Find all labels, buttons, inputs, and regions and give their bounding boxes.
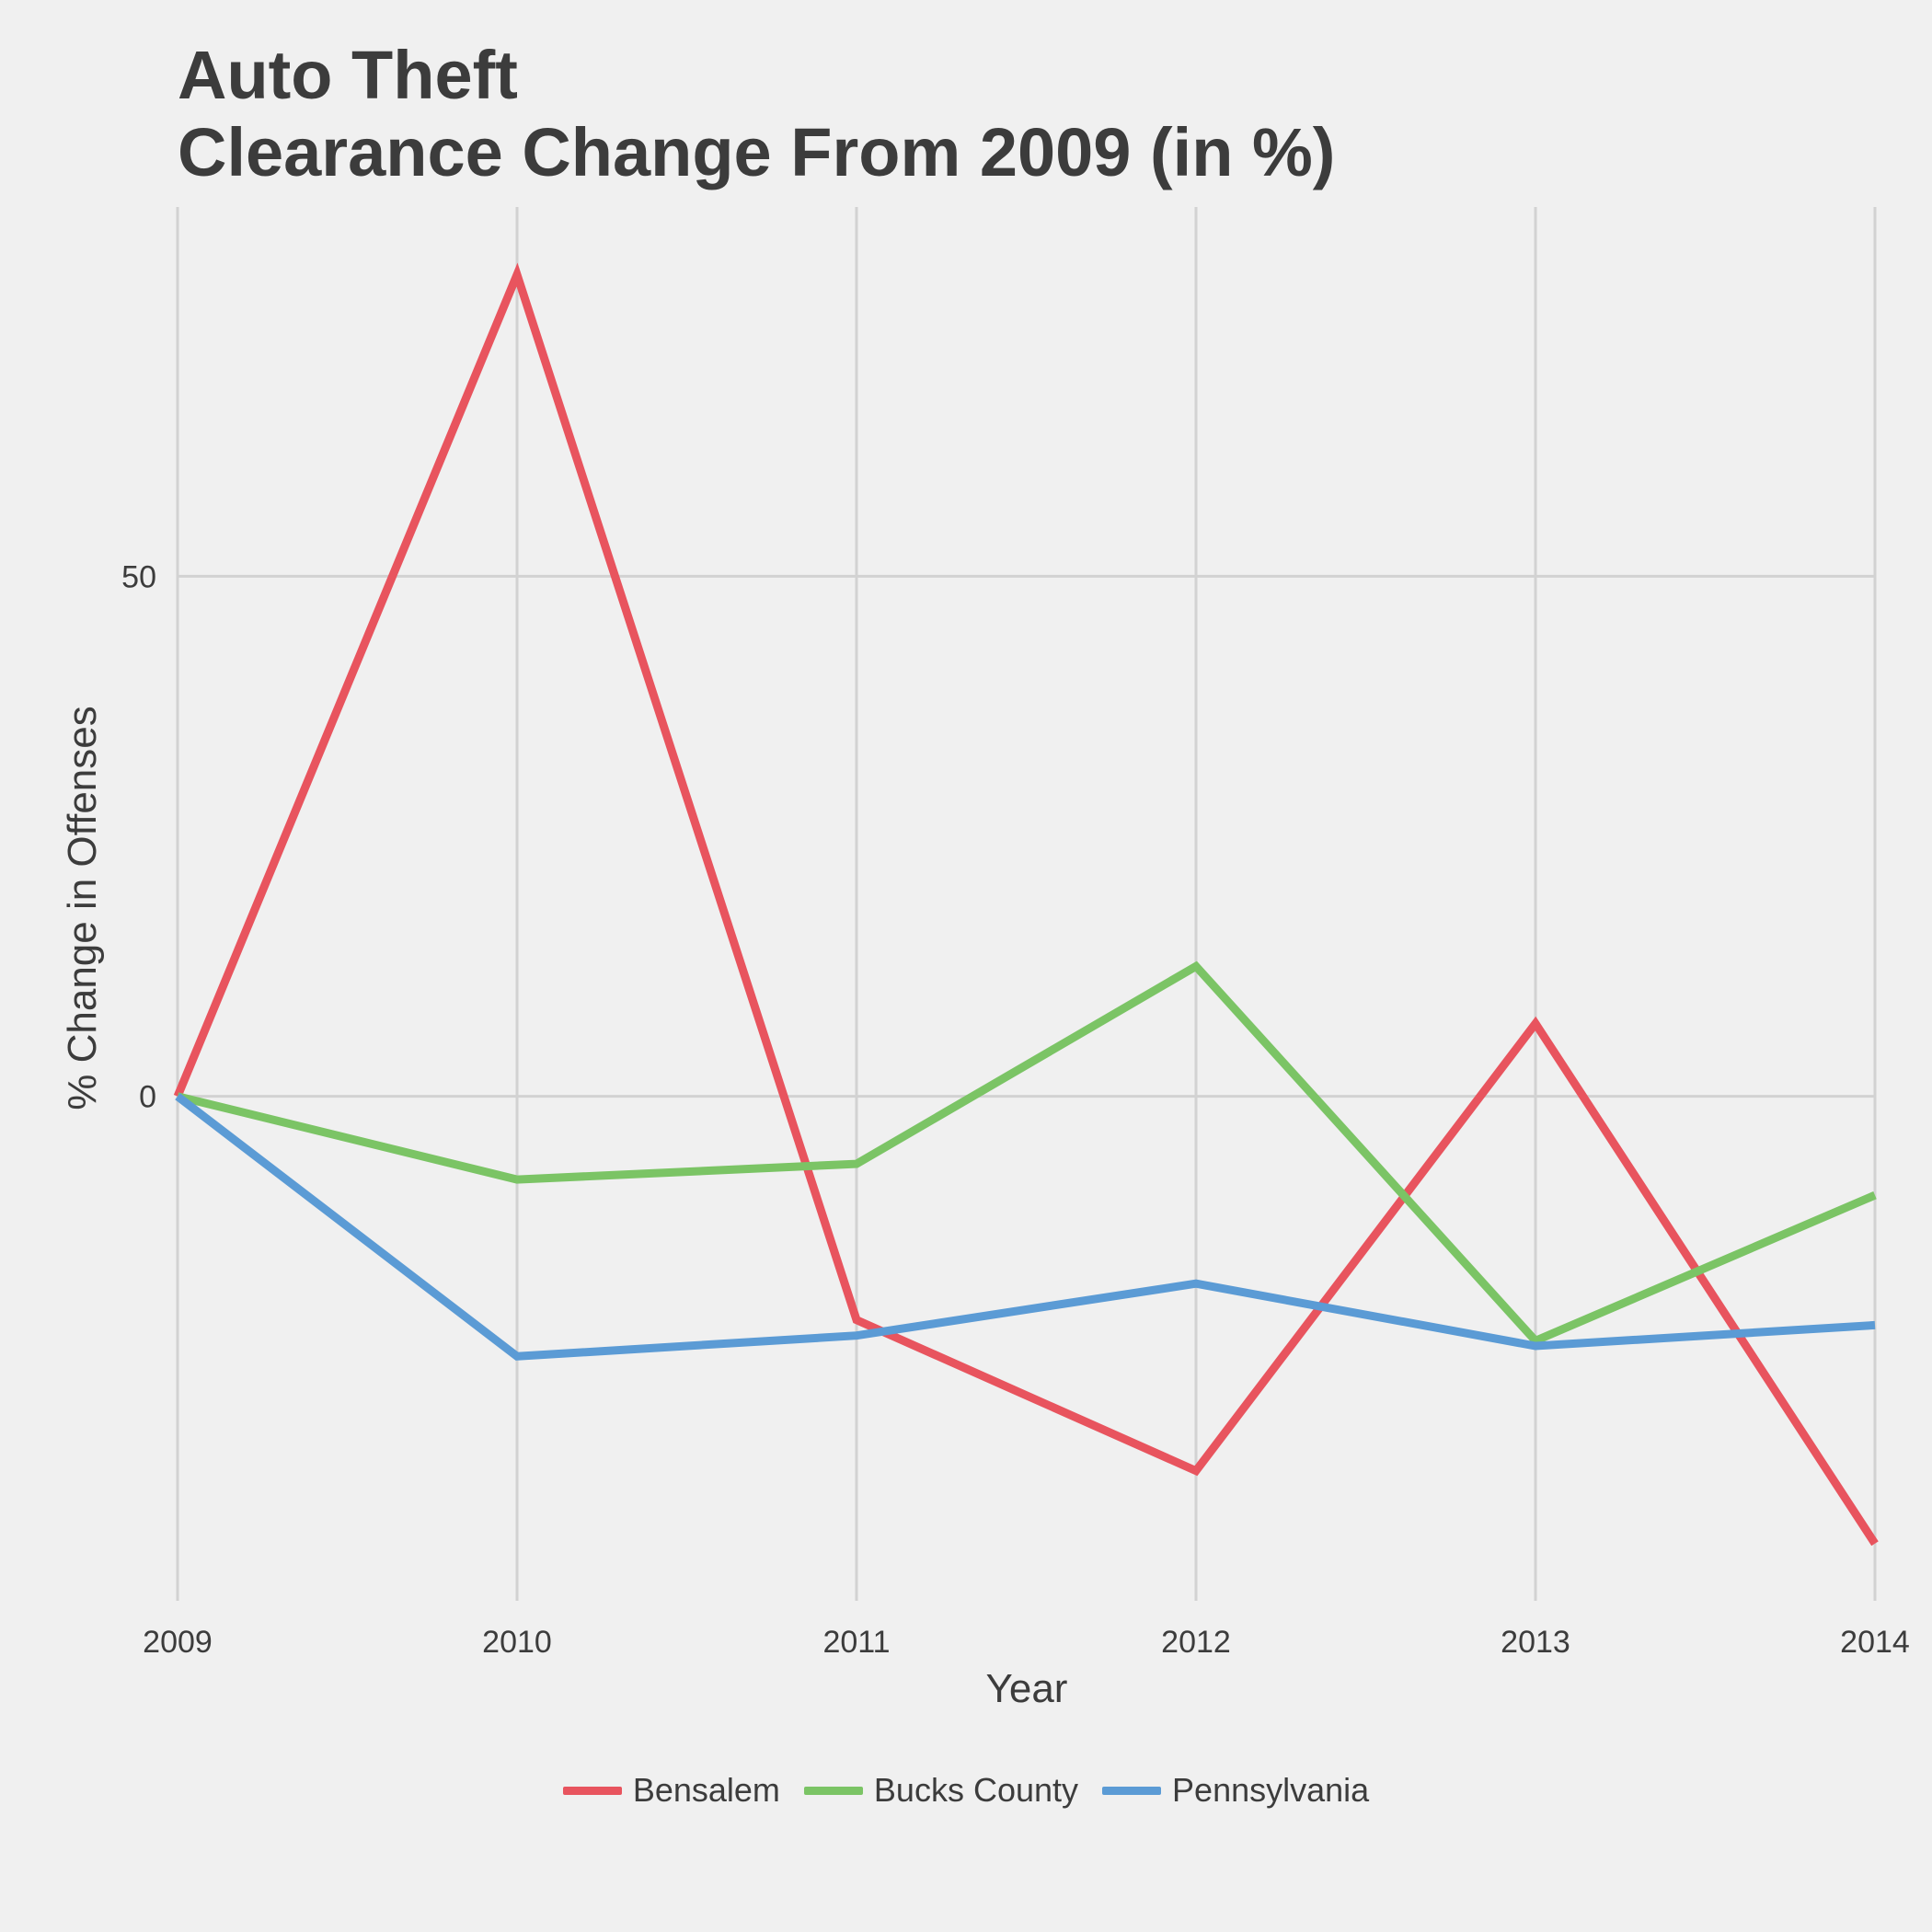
x-tick-label: 2012 [1161,1625,1231,1660]
legend-key [803,1786,863,1795]
x-tick-label: 2013 [1501,1625,1570,1660]
chart-title-line-1: Auto Theft [178,37,518,113]
x-axis-title: Year [986,1666,1068,1711]
chart-title: Auto Theft Clearance Change From 2009 (i… [178,37,1335,191]
grid-lines [176,207,1877,1601]
legend-item: Bucks County [803,1771,1079,1810]
legend-label: Bucks County [873,1771,1079,1809]
y-axis-title: % Change in Offenses [60,706,105,1110]
series-line-bensalem [173,262,1879,1547]
series-line-pennsylvania [175,1093,1876,1361]
x-tick-label: 2009 [143,1625,213,1660]
legend-label: Pennsylvania [1172,1771,1370,1809]
x-tick-label: 2011 [822,1625,890,1660]
legend-label: Bensalem [632,1771,780,1809]
series-line-bucks-county [176,960,1877,1346]
chart-title-line-2: Clearance Change From 2009 (in %) [178,114,1336,190]
series-lines [173,262,1879,1547]
legend: Bensalem Bucks County Pennsylvania [0,1771,1932,1810]
legend-key [562,1786,622,1795]
tick-labels: 2009 2010 2011 2012 2013 2014 0 50 [121,559,1910,1660]
y-tick-label: 50 [121,559,156,594]
legend-item: Bensalem [562,1771,780,1810]
legend-key [1102,1786,1162,1795]
legend-item: Pennsylvania [1102,1771,1369,1810]
x-tick-label: 2010 [482,1625,552,1660]
y-tick-label: 0 [139,1080,156,1115]
x-tick-label: 2014 [1840,1625,1910,1660]
